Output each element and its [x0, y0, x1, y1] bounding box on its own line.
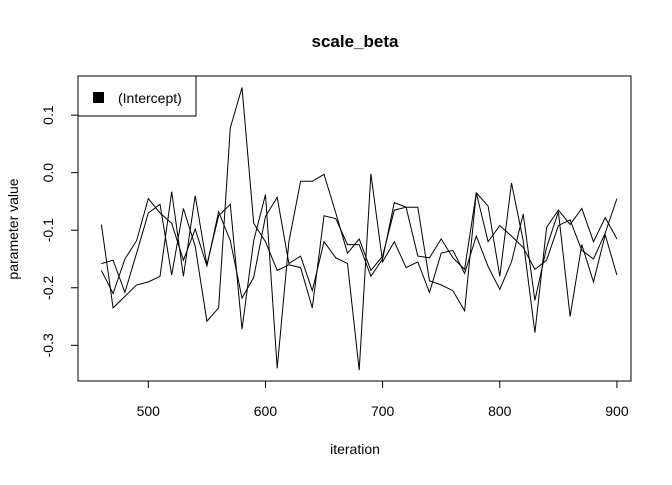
y-tick-label: -0.1 — [40, 218, 56, 242]
legend-label: (Intercept) — [118, 90, 182, 106]
y-axis-label: parameter value — [5, 178, 21, 279]
x-tick-label: 700 — [371, 403, 395, 419]
plot-frame — [77, 75, 632, 382]
x-tick-label: 800 — [488, 403, 512, 419]
x-tick-label: 600 — [254, 403, 278, 419]
x-axis-label: iteration — [330, 441, 380, 457]
y-tick-label: 0.0 — [40, 163, 56, 183]
series-lines — [100, 87, 618, 371]
legend: (Intercept) — [77, 75, 197, 117]
y-tick-label: -0.2 — [40, 276, 56, 300]
series-line-3 — [100, 173, 618, 371]
series-line-1 — [100, 173, 618, 369]
y-axis: -0.3 -0.2 -0.1 0.0 0.1 — [40, 105, 79, 357]
y-tick-label: -0.3 — [40, 333, 56, 357]
series-line-2 — [101, 87, 618, 333]
chart-title: scale_beta — [312, 32, 399, 51]
x-tick-label: 900 — [605, 403, 629, 419]
legend-marker — [93, 92, 104, 103]
x-axis: 500 600 700 800 900 — [137, 380, 629, 419]
x-tick-label: 500 — [137, 403, 161, 419]
y-tick-label: 0.1 — [40, 105, 56, 125]
